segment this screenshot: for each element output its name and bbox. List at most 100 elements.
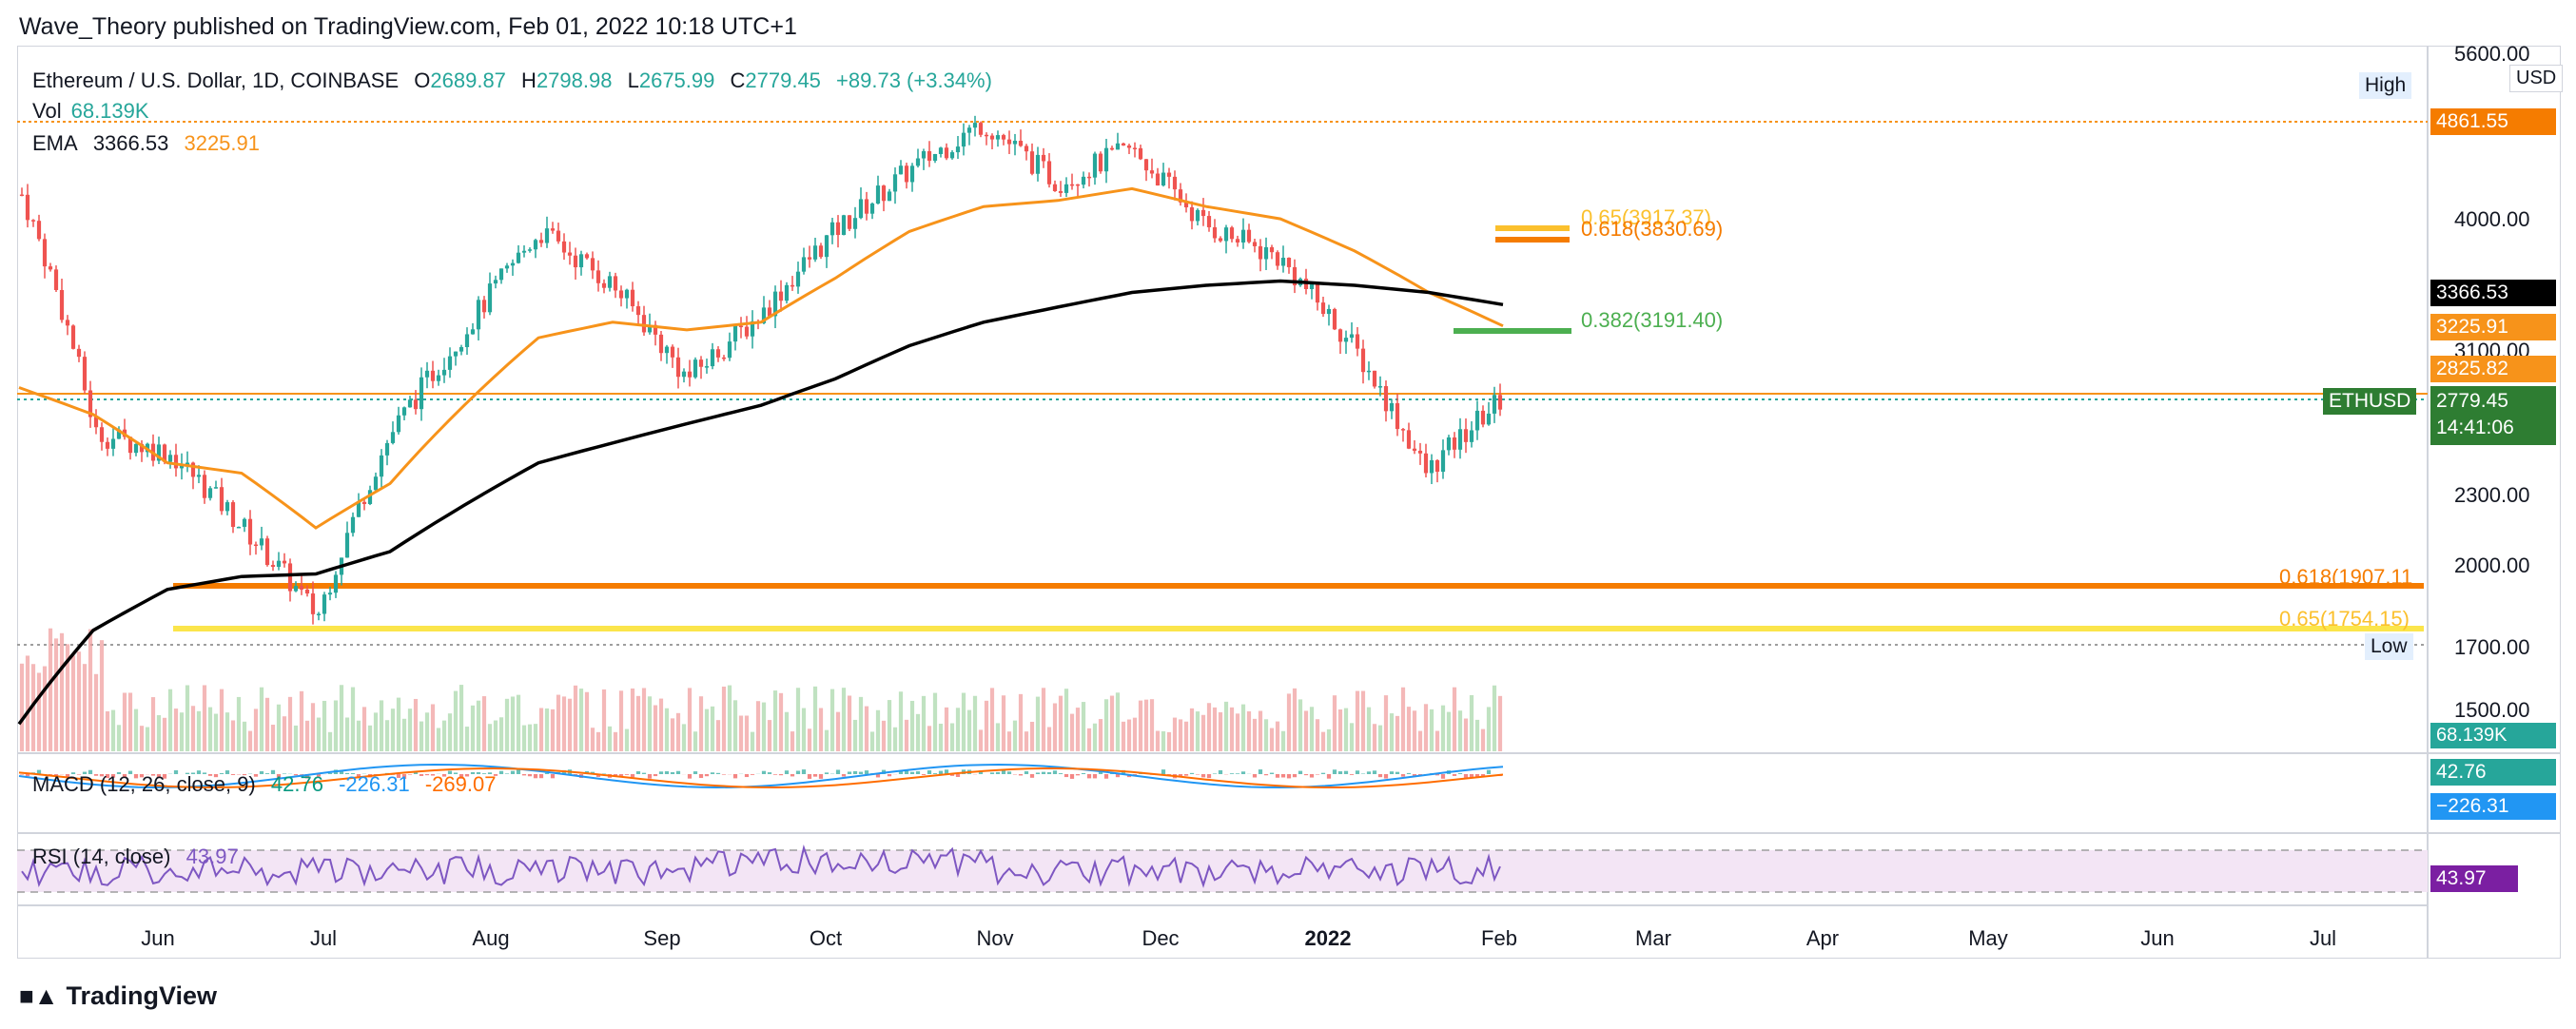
volume-bar	[196, 710, 202, 751]
macd-hist-bar	[1355, 770, 1360, 774]
volume-bar	[1395, 715, 1400, 751]
candle-body	[1212, 226, 1218, 239]
legend-vol-label: Vol	[32, 99, 62, 123]
macd-hist-bar	[618, 774, 624, 777]
time-tick-label: Jun	[141, 926, 174, 950]
macd-hist-bar	[812, 774, 818, 777]
volume-bar	[1434, 730, 1440, 751]
macd-hist-bar	[1029, 774, 1035, 778]
candle-body	[858, 199, 864, 219]
volume-bar	[1155, 730, 1161, 751]
tradingview-logo[interactable]: ■▲ TradingView	[19, 981, 217, 1011]
macd-hist-bar	[521, 774, 527, 776]
candle-body	[1440, 450, 1446, 473]
volume-bar	[396, 697, 401, 751]
candle-body	[972, 123, 978, 128]
candle-body	[761, 307, 767, 323]
legend-macd-line: -226.31	[339, 772, 410, 796]
candle-body	[1280, 258, 1286, 266]
candle-body	[196, 475, 202, 477]
candle-body	[1452, 437, 1457, 450]
macd-hist-bar	[99, 774, 105, 777]
volume-bar	[864, 706, 869, 751]
macd-hist-bar	[1006, 771, 1012, 774]
macd-hist-bar	[1200, 774, 1206, 778]
ema50-line	[18, 186, 1504, 530]
macd-hist-bar	[898, 769, 904, 774]
macd-hist-bar	[516, 769, 521, 774]
macd-value-label: −226.31	[2430, 793, 2556, 820]
candle-body	[538, 240, 544, 243]
candle-body	[1138, 147, 1143, 160]
volume-bar	[818, 708, 824, 751]
macd-hist-bar	[550, 774, 556, 779]
macd-hist-bar	[784, 770, 790, 774]
volume-bar	[1332, 695, 1337, 751]
legend-macd: MACD (12, 26, close, 9) 42.76 -226.31 -2…	[32, 772, 505, 797]
chart-frame[interactable]	[17, 46, 2561, 959]
candle-body	[601, 282, 607, 288]
macd-hist-bar	[441, 774, 447, 777]
candle-body	[841, 215, 847, 236]
candle-body	[1395, 402, 1400, 430]
macd-hist-bar	[1309, 774, 1315, 778]
macd-hist-bar	[790, 774, 795, 777]
macd-hist-bar	[139, 774, 145, 778]
macd-hist-bar	[1486, 769, 1492, 774]
candle-body	[470, 329, 476, 335]
volume-bar	[858, 696, 864, 751]
volume-bar	[498, 717, 504, 751]
volume-bar	[299, 690, 304, 751]
candle-body	[613, 276, 618, 291]
macd-hist-bar	[264, 773, 270, 774]
candle-body	[915, 158, 921, 166]
candle-body	[607, 276, 613, 288]
volume-bar	[327, 731, 333, 751]
volume-bar	[1492, 685, 1497, 751]
macd-hist-bar	[647, 774, 653, 779]
macd-hist-bar	[1343, 770, 1349, 774]
macd-hist-bar	[1161, 769, 1166, 774]
macd-hist-bar	[350, 773, 356, 774]
macd-hist-bar	[470, 771, 476, 774]
candle-body	[812, 245, 818, 260]
macd-hist-bar	[721, 774, 727, 775]
macd-hist-bar	[1103, 774, 1109, 779]
time-tick-label: Apr	[1806, 926, 1839, 950]
candle-body	[978, 123, 984, 135]
volume-bar	[1235, 713, 1240, 751]
volume-bar	[1372, 724, 1377, 751]
candle-body	[1064, 184, 1069, 193]
volume-bar	[561, 696, 567, 751]
macd-hist-bar	[1212, 773, 1218, 774]
macd-hist-bar	[807, 774, 812, 779]
candle-body	[693, 359, 698, 378]
candle-body	[276, 560, 282, 568]
candle-body	[116, 429, 122, 439]
macd-hist-bar	[1332, 769, 1337, 774]
candle-body	[624, 289, 630, 299]
volume-bar	[1138, 700, 1143, 751]
volume-bar	[190, 706, 196, 751]
volume-bar	[1383, 695, 1389, 751]
volume-bar	[1457, 710, 1463, 751]
candle-body	[304, 589, 310, 594]
candle-body	[1320, 302, 1326, 315]
macd-hist-bar	[150, 774, 156, 776]
candle-body	[1286, 258, 1292, 267]
macd-hist-bar	[299, 774, 304, 775]
volume-bar	[459, 685, 464, 751]
candle-body	[995, 135, 1001, 140]
candle-body	[310, 593, 316, 614]
candle-body	[1103, 147, 1109, 172]
volume-bar	[516, 694, 521, 751]
volume-bar	[938, 723, 944, 751]
time-tick-label: Sep	[643, 926, 680, 950]
candle-body	[1109, 147, 1115, 150]
currency-label[interactable]: USD	[2509, 65, 2564, 92]
candle-body	[373, 476, 379, 491]
volume-bar	[607, 726, 613, 751]
volume-series	[19, 628, 1503, 751]
volume-bar	[767, 720, 772, 751]
